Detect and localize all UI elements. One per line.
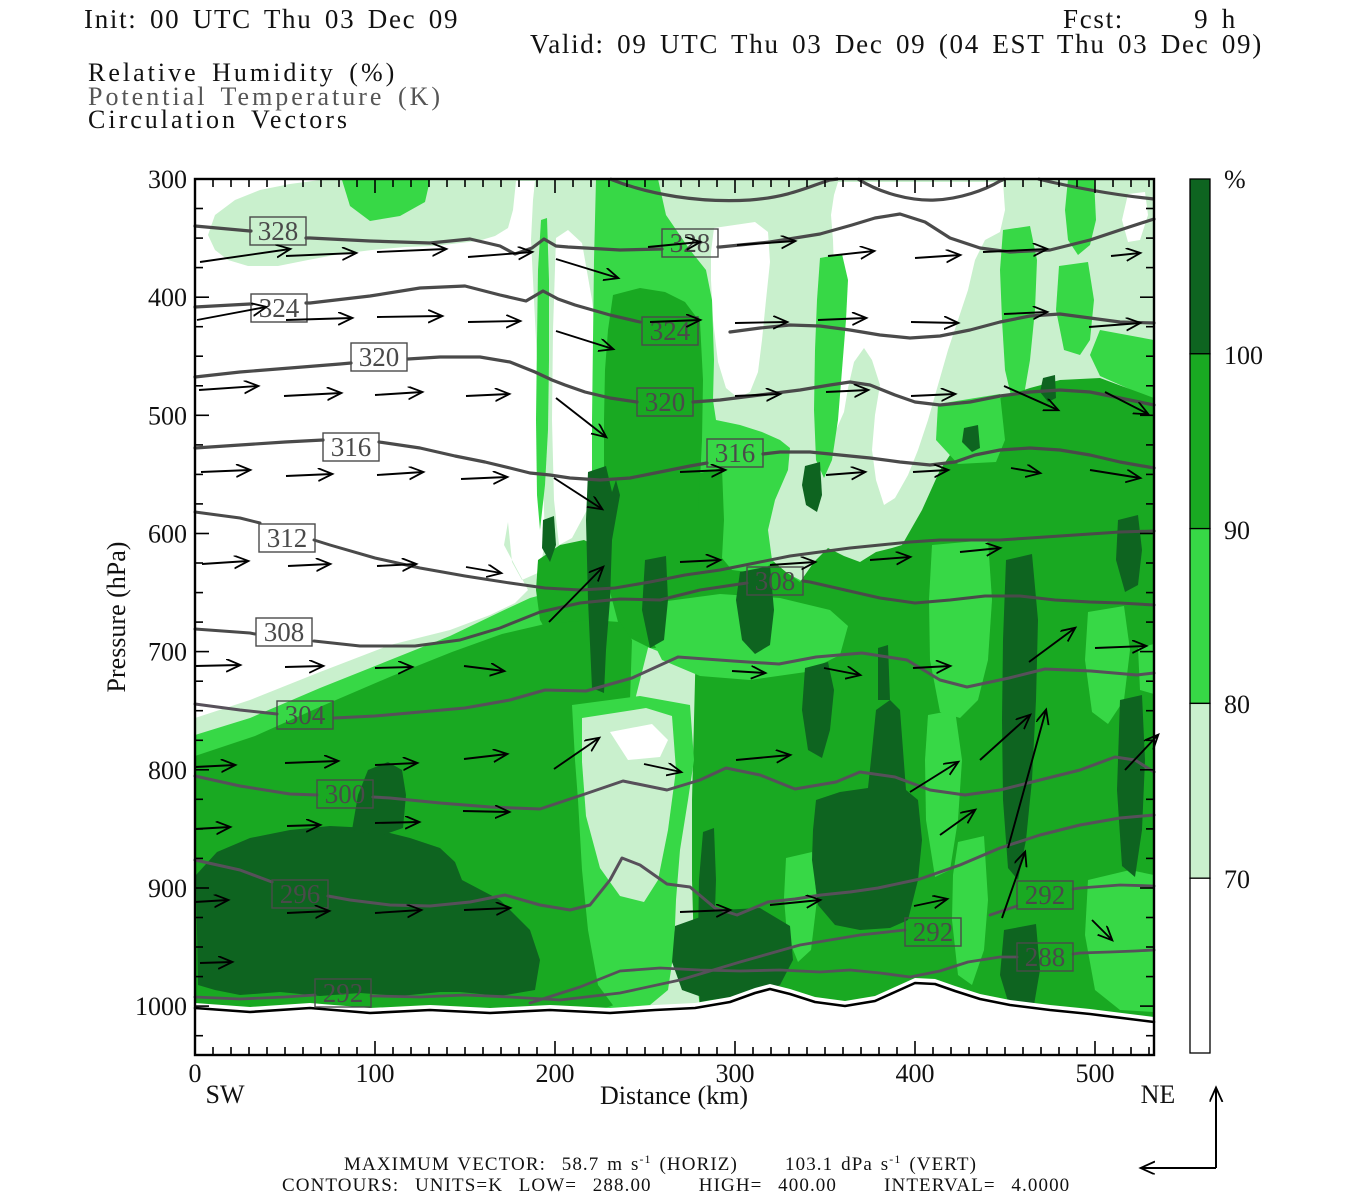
svg-text:0: 0 bbox=[189, 1059, 202, 1088]
svg-text:308: 308 bbox=[755, 566, 796, 596]
svg-text:CONTOURS: UNITS=K LOW= 288.: CONTOURS: UNITS=K LOW= 288.00 HIGH= 400.… bbox=[282, 1175, 1070, 1196]
svg-text:400: 400 bbox=[896, 1059, 935, 1088]
svg-text:328: 328 bbox=[258, 216, 299, 246]
svg-text:300: 300 bbox=[716, 1059, 755, 1088]
svg-text:Relative Humidity (%): Relative Humidity (%) bbox=[88, 58, 397, 87]
svg-text:100: 100 bbox=[1224, 341, 1263, 370]
svg-text:292: 292 bbox=[1025, 880, 1066, 910]
svg-text:1000: 1000 bbox=[135, 992, 187, 1021]
svg-text:700: 700 bbox=[148, 638, 187, 667]
svg-text:200: 200 bbox=[536, 1059, 575, 1088]
svg-text:100: 100 bbox=[356, 1059, 395, 1088]
svg-text:316: 316 bbox=[715, 438, 756, 468]
svg-text:Potential Temperature (K): Potential Temperature (K) bbox=[88, 82, 443, 111]
svg-text:320: 320 bbox=[645, 387, 686, 417]
svg-text:600: 600 bbox=[148, 519, 187, 548]
svg-text:300: 300 bbox=[148, 165, 187, 194]
svg-text:80: 80 bbox=[1224, 690, 1250, 719]
svg-text:Fcst:: Fcst: bbox=[1063, 4, 1124, 34]
svg-text:312: 312 bbox=[267, 523, 308, 553]
svg-text:9 h: 9 h bbox=[1194, 4, 1237, 34]
svg-text:70: 70 bbox=[1224, 865, 1250, 894]
svg-text:320: 320 bbox=[359, 342, 400, 372]
svg-text:NE: NE bbox=[1141, 1080, 1176, 1109]
svg-text:500: 500 bbox=[1076, 1059, 1115, 1088]
svg-text:296: 296 bbox=[280, 879, 321, 909]
svg-text:MAXIMUM VECTOR: 58.7 m s-1 (H: MAXIMUM VECTOR: 58.7 m s-1 (HORIZ) 103.1… bbox=[344, 1152, 977, 1175]
svg-text:500: 500 bbox=[148, 401, 187, 430]
svg-text:SW: SW bbox=[206, 1080, 245, 1109]
svg-text:Init: 00 UTC Thu 03 Dec 09: Init: 00 UTC Thu 03 Dec 09 bbox=[84, 4, 459, 34]
svg-text:316: 316 bbox=[331, 432, 372, 462]
svg-text:308: 308 bbox=[264, 617, 305, 647]
svg-text:90: 90 bbox=[1224, 516, 1250, 545]
svg-text:Distance (km): Distance (km) bbox=[600, 1081, 748, 1110]
svg-text:800: 800 bbox=[148, 756, 187, 785]
svg-text:Pressure (hPa): Pressure (hPa) bbox=[102, 542, 131, 693]
svg-text:292: 292 bbox=[323, 978, 364, 1008]
svg-text:288: 288 bbox=[1025, 942, 1066, 972]
svg-text:900: 900 bbox=[148, 874, 187, 903]
svg-text:300: 300 bbox=[325, 779, 366, 809]
svg-text:292: 292 bbox=[913, 917, 954, 947]
svg-text:400: 400 bbox=[148, 283, 187, 312]
svg-text:304: 304 bbox=[285, 700, 326, 730]
svg-text:Circulation Vectors: Circulation Vectors bbox=[88, 105, 350, 134]
svg-text:%: % bbox=[1224, 165, 1246, 194]
svg-text:Valid: 09 UTC Thu 03 Dec 09 (0: Valid: 09 UTC Thu 03 Dec 09 (04 EST Thu … bbox=[530, 29, 1263, 59]
